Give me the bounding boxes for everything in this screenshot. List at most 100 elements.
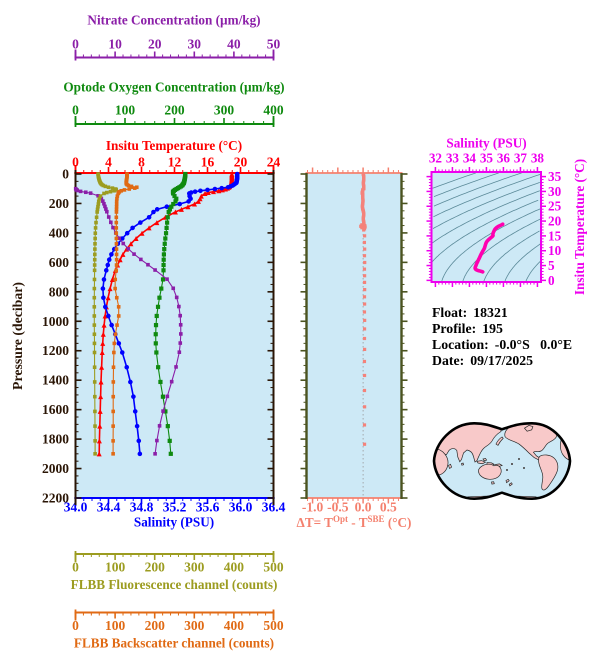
data-point-marker <box>116 305 121 309</box>
data-point-marker <box>105 262 111 268</box>
pressure-tick-label: 0 <box>62 167 69 182</box>
data-point-marker <box>111 225 115 230</box>
location-label: Location: <box>432 337 489 352</box>
delta-t-tick-label: -0.5 <box>327 500 349 515</box>
pressure-tick-label: 800 <box>49 284 70 299</box>
data-point-marker <box>101 183 106 188</box>
data-point-marker <box>92 341 97 346</box>
data-point-marker <box>78 189 83 194</box>
data-point-marker <box>93 226 98 230</box>
data-point-marker <box>92 268 97 273</box>
data-point-marker <box>362 240 367 245</box>
data-point-marker <box>114 199 119 204</box>
data-point-marker <box>362 228 366 232</box>
salinity-tick-label: 34.8 <box>130 500 154 515</box>
data-point-marker <box>362 267 367 271</box>
data-point-marker <box>121 241 126 246</box>
fluorescence-tick-label: 100 <box>105 560 126 575</box>
data-point-marker <box>136 438 142 444</box>
data-point-marker <box>169 204 174 209</box>
data-point-marker <box>122 188 127 192</box>
data-point-marker <box>178 206 184 212</box>
data-point-marker <box>97 408 103 414</box>
data-point-marker <box>101 199 105 203</box>
data-point-marker <box>177 350 182 354</box>
island-speck <box>523 467 525 469</box>
ts-isopycnal-contours <box>431 172 542 283</box>
data-point-marker <box>96 451 102 457</box>
profile-label: Profile: <box>432 321 476 336</box>
data-point-marker <box>92 332 97 337</box>
data-point-marker <box>137 451 143 457</box>
data-point-marker <box>99 364 105 370</box>
data-point-marker <box>362 359 367 364</box>
delta-t-title-text: ΔT= T <box>297 515 334 530</box>
data-point-marker <box>92 295 97 300</box>
data-point-marker <box>92 277 97 282</box>
salinity-tick-label: 36.4 <box>262 500 286 515</box>
data-point-marker <box>111 424 115 428</box>
data-point-marker <box>98 379 104 385</box>
data-point-marker <box>171 286 176 291</box>
delta-t-axis-title: ΔT= TOpt - TSBE (°C) <box>297 514 412 530</box>
data-point-marker <box>96 199 101 204</box>
float-info-line4: Date: 09/17/2025 <box>432 353 533 368</box>
data-point-marker <box>160 277 166 282</box>
isopycnal-contour-24 <box>432 190 540 244</box>
data-point-marker <box>100 340 106 346</box>
data-point-marker <box>185 204 191 210</box>
data-point-marker <box>154 313 159 319</box>
data-point-marker <box>96 204 100 209</box>
ts-temperature-tick-label: 0 <box>548 273 555 288</box>
isopycnal-contour-29 <box>504 243 541 283</box>
data-point-marker <box>163 409 168 414</box>
data-point-marker <box>156 365 161 370</box>
data-point-marker <box>162 241 167 246</box>
data-point-marker <box>114 236 119 241</box>
data-point-marker <box>93 242 97 246</box>
data-point-marker <box>178 341 183 345</box>
salinity-tick-label: 34.0 <box>64 500 88 515</box>
data-point-marker <box>94 220 98 225</box>
nitrate-axis-title: Nitrate Concentration (µm/kg) <box>87 13 260 28</box>
data-point-marker <box>165 394 170 399</box>
data-point-marker <box>115 323 119 327</box>
data-point-marker <box>166 209 171 215</box>
data-point-marker <box>154 207 160 212</box>
data-point-marker <box>161 252 166 257</box>
delta-t-tick-label: 0.0 <box>355 500 372 515</box>
data-point-marker <box>362 280 367 284</box>
data-point-marker <box>101 322 107 328</box>
ts-temperature-tick-label: 35 <box>548 169 562 184</box>
data-point-marker <box>93 394 97 399</box>
data-point-marker <box>363 288 367 292</box>
data-point-marker <box>111 439 115 443</box>
salinity-axis-title: Salinity (PSU) <box>134 515 214 530</box>
ts-temperature-tick-label: 30 <box>548 184 562 199</box>
island-speck <box>506 469 508 471</box>
backscatter-tick-label: 400 <box>224 618 245 633</box>
data-point-marker <box>111 394 116 399</box>
data-point-marker <box>106 215 111 219</box>
data-point-marker <box>205 190 211 196</box>
data-point-marker <box>222 186 228 192</box>
data-point-marker <box>155 304 161 309</box>
backscatter-tick-label: 500 <box>263 618 284 633</box>
data-point-marker <box>139 230 145 236</box>
data-point-marker <box>212 186 218 192</box>
data-point-marker <box>119 236 125 241</box>
data-point-marker <box>115 196 119 201</box>
data-point-marker <box>363 347 367 352</box>
data-point-marker <box>92 263 97 267</box>
data-point-marker <box>128 379 133 385</box>
island-tasmania <box>491 481 495 485</box>
data-point-marker <box>174 295 179 300</box>
data-point-marker <box>362 423 367 427</box>
map-outline <box>432 421 572 501</box>
data-point-marker <box>98 394 104 400</box>
data-point-marker <box>116 191 120 196</box>
data-point-marker <box>111 380 116 384</box>
data-point-marker <box>115 194 120 198</box>
data-point-marker <box>177 304 181 309</box>
